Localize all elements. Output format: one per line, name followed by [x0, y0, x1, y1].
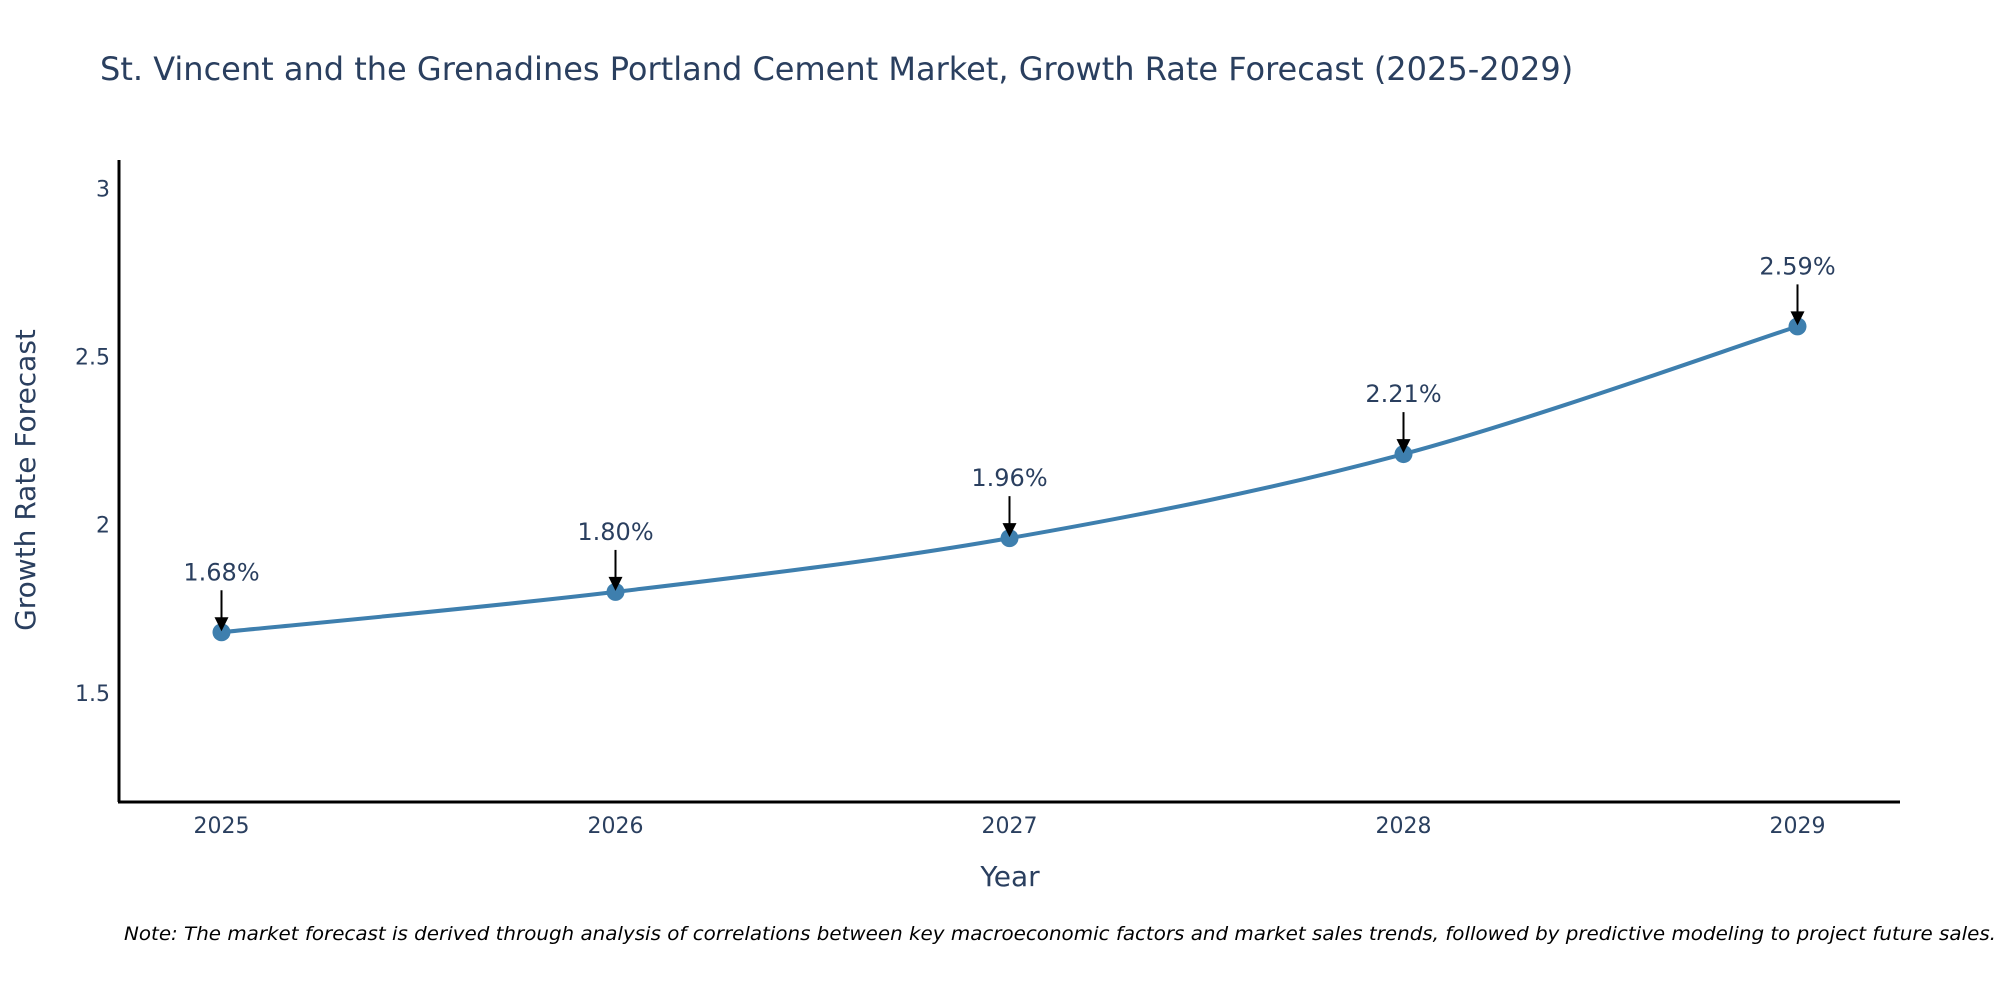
x-tick-label: 2028 — [1376, 814, 1432, 839]
data-label: 2.59% — [1759, 252, 1835, 280]
data-point — [1000, 529, 1019, 548]
y-axis-ticks: 1.5 2 2.5 3 — [75, 178, 110, 707]
y-tick-label: 2.5 — [75, 346, 110, 371]
data-label: 1.96% — [971, 464, 1047, 492]
footnote: Note: The market forecast is derived thr… — [124, 923, 1996, 945]
annotation-arrowhead — [1396, 439, 1411, 454]
data-point — [1788, 317, 1807, 336]
data-label: 1.68% — [183, 558, 259, 586]
x-axis-title: Year — [979, 860, 1040, 893]
data-point — [212, 623, 231, 642]
y-tick-label: 3 — [96, 178, 110, 203]
y-tick-label: 1.5 — [75, 682, 110, 707]
x-tick-label: 2027 — [982, 814, 1038, 839]
x-axis-ticks: 2025 2026 2027 2028 2029 — [194, 814, 1826, 839]
x-tick-label: 2029 — [1770, 814, 1826, 839]
data-point — [1394, 445, 1413, 464]
annotation-arrowhead — [1002, 523, 1017, 538]
data-markers — [212, 317, 1807, 642]
data-label: 2.21% — [1365, 380, 1441, 408]
data-label: 1.80% — [577, 518, 653, 546]
annotation-arrowhead — [1790, 311, 1805, 326]
x-tick-label: 2025 — [194, 814, 250, 839]
x-tick-label: 2026 — [588, 814, 644, 839]
annotation-arrowhead — [214, 617, 229, 632]
data-annotations: 1.68% 1.80% 1.96% 2.21% 2.59% — [183, 252, 1836, 632]
y-tick-label: 2 — [96, 514, 110, 539]
chart-title: St. Vincent and the Grenadines Portland … — [100, 50, 1573, 88]
y-axis-title: Growth Rate Forecast — [9, 329, 42, 631]
annotation-arrowhead — [608, 576, 623, 591]
data-point — [606, 582, 625, 601]
